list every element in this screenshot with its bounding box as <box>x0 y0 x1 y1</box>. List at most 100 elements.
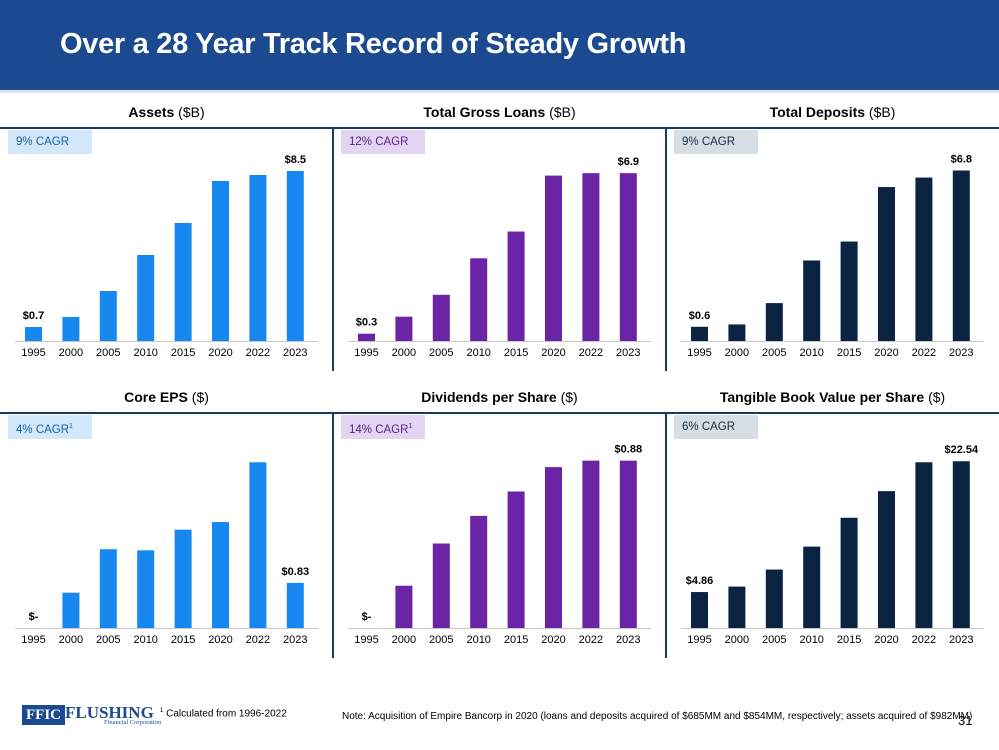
bar-2020 <box>212 181 229 341</box>
bar-2015 <box>507 491 525 628</box>
bar-2000 <box>728 324 746 341</box>
acquisition-note: Note: Acquisition of Empire Bancorp in 2… <box>342 711 973 722</box>
x-tick-label: 2020 <box>874 347 898 359</box>
data-label: $6.9 <box>618 156 639 168</box>
loans-bar-chart: 1995 $0.3 2000 2005 2010 2015 2020 2022 2023 $6.9 <box>348 156 651 359</box>
assets-bar-chart: 1995 $0.7 2000 2005 2010 2015 2020 2022 2023 $8.5 <box>15 154 318 359</box>
x-tick-label: 2010 <box>133 634 157 646</box>
loans-panel-title: Total Gross Loans ($B) <box>423 104 576 120</box>
x-tick-label: 2023 <box>616 634 640 646</box>
dps-bar-chart: 1995 $- 2000 2005 2010 2015 2020 2022 2023 $0.88 <box>348 444 651 646</box>
bar-2005 <box>432 543 450 628</box>
x-tick-label: 2015 <box>171 347 195 359</box>
data-label: $0.88 <box>615 444 643 456</box>
x-tick-label: 2005 <box>762 347 786 359</box>
x-tick-label: 2000 <box>392 634 416 646</box>
page-title: Over a 28 Year Track Record of Steady Gr… <box>60 28 687 60</box>
bar-2010 <box>470 515 488 628</box>
dps-panel: Dividends per Share ($) 14% CAGR1 1995 $-… <box>332 378 666 658</box>
x-tick-label: 2022 <box>246 347 270 359</box>
bar-2005 <box>765 303 783 341</box>
x-tick-label: 2010 <box>466 347 490 359</box>
x-tick-label: 2000 <box>725 634 749 646</box>
title-banner: Over a 28 Year Track Record of Steady Gr… <box>0 0 999 90</box>
data-label: $0.83 <box>282 566 310 578</box>
panel-rule <box>666 127 999 129</box>
panel-separator <box>332 127 334 371</box>
tbv-panel-title: Tangible Book Value per Share ($) <box>719 389 946 405</box>
cagr-badge: 6% CAGR <box>674 415 758 439</box>
bar-2000 <box>395 316 413 341</box>
x-tick-label: 2010 <box>133 347 157 359</box>
x-tick-label: 2022 <box>912 347 936 359</box>
x-tick-label: 2005 <box>429 634 453 646</box>
cagr-badge: 12% CAGR <box>341 130 425 154</box>
bar-2020 <box>545 175 562 341</box>
bar-2023 <box>619 460 637 628</box>
bar-2015 <box>840 241 858 341</box>
header-divider <box>0 90 999 93</box>
bar-2020 <box>878 187 895 341</box>
data-label: $6.8 <box>951 153 972 165</box>
panel-rule <box>333 127 666 129</box>
x-tick-label: 2015 <box>504 347 528 359</box>
x-tick-label: 2022 <box>246 634 270 646</box>
tbv-bar-chart: 1995 $4.86 2000 2005 2010 2015 2020 2022 2023 $22… <box>681 444 984 646</box>
x-tick-label: 2020 <box>208 634 232 646</box>
assets-panel-title: Assets ($B) <box>128 104 205 120</box>
data-label: $22.54 <box>944 444 979 456</box>
x-tick-label: 1995 <box>687 634 711 646</box>
x-tick-label: 2015 <box>837 634 861 646</box>
x-tick-label: 2005 <box>96 347 120 359</box>
panel-separator <box>332 412 334 658</box>
logo-wordmark: FLUSHING <box>65 703 154 722</box>
loans-panel: Total Gross Loans ($B) 12% CAGR 1995 $0.3… <box>332 93 666 371</box>
panel-separator <box>665 412 667 658</box>
x-tick-label: 2022 <box>912 634 936 646</box>
data-label: $4.86 <box>686 575 714 587</box>
x-tick-label: 2023 <box>949 634 973 646</box>
bar-2010 <box>803 260 821 341</box>
x-tick-label: 1995 <box>687 347 711 359</box>
x-tick-label: 2010 <box>799 634 823 646</box>
panel-separator <box>665 127 667 371</box>
deposits-bar-chart: 1995 $0.6 2000 2005 2010 2015 2020 2022 2023 $6.8 <box>681 153 984 359</box>
x-tick-label: 2023 <box>949 347 973 359</box>
x-tick-label: 2005 <box>429 347 453 359</box>
bar-2005 <box>432 294 450 341</box>
bar-2023 <box>286 171 304 341</box>
bar-1995 <box>358 333 375 341</box>
bar-2023 <box>952 461 970 628</box>
bar-2000 <box>62 317 80 341</box>
bar-2000 <box>62 592 80 628</box>
x-tick-label: 2015 <box>837 347 861 359</box>
eps-panel-title: Core EPS ($) <box>124 389 209 405</box>
bar-2010 <box>470 258 488 341</box>
x-tick-label: 2000 <box>725 347 749 359</box>
bar-1995 <box>691 326 708 341</box>
bar-1995 <box>691 592 708 628</box>
cagr-badge: 9% CAGR <box>674 130 758 154</box>
dps-panel-title: Dividends per Share ($) <box>421 389 578 405</box>
x-tick-label: 2010 <box>466 634 490 646</box>
cagr-badge: 9% CAGR <box>8 130 92 154</box>
x-tick-label: 2023 <box>283 634 307 646</box>
page-number: 31 <box>958 713 973 728</box>
deposits-panel-title: Total Deposits ($B) <box>769 104 896 120</box>
panel-rule <box>0 127 333 129</box>
x-tick-label: 1995 <box>354 347 378 359</box>
x-tick-label: 2020 <box>541 634 565 646</box>
x-tick-label: 1995 <box>354 634 378 646</box>
bar-2010 <box>137 255 155 341</box>
eps-bar-chart: 1995 $- 2000 2005 2010 2015 2020 2022 2023 $0.83 <box>15 462 318 646</box>
bar-2022 <box>582 460 600 628</box>
x-tick-label: 2020 <box>541 347 565 359</box>
cagr-badge: 14% CAGR1 <box>341 415 425 439</box>
x-tick-label: 2000 <box>59 634 83 646</box>
bar-2022 <box>915 177 933 341</box>
x-tick-label: 1995 <box>21 634 45 646</box>
bar-2015 <box>174 223 192 341</box>
x-tick-label: 2015 <box>504 634 528 646</box>
bar-2005 <box>765 569 783 628</box>
data-label: $- <box>362 611 372 623</box>
